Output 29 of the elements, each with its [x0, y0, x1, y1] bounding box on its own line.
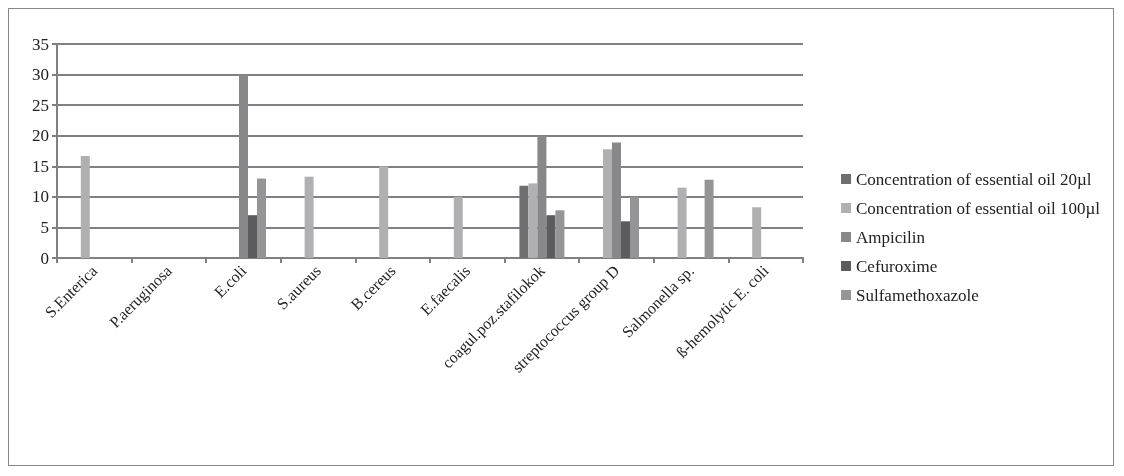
legend-label: Ampicilin — [856, 227, 926, 247]
bar — [80, 155, 90, 258]
bar — [453, 196, 463, 258]
bar — [248, 215, 257, 258]
bar — [603, 149, 612, 258]
bar — [704, 179, 714, 258]
y-tick-label: 10 — [32, 187, 49, 207]
bar — [519, 185, 529, 258]
y-tick-label: 20 — [32, 126, 49, 146]
bar — [528, 183, 538, 258]
bar — [630, 196, 639, 258]
bar — [379, 166, 389, 258]
legend-label: Cefuroxime — [856, 256, 938, 276]
bar — [555, 210, 565, 258]
bar — [546, 215, 556, 258]
legend-label: Concentration of essential oil 20µl — [856, 169, 1092, 189]
y-tick-label: 25 — [32, 95, 49, 115]
y-tick-label: 5 — [40, 217, 49, 237]
y-tick-label: 15 — [32, 156, 49, 176]
legend-label: Concentration of essential oil 100µl — [856, 198, 1101, 218]
y-tick-label: 35 — [32, 34, 49, 54]
bar — [304, 176, 314, 258]
bar — [621, 221, 630, 258]
y-tick-label: 0 — [40, 248, 49, 268]
legend-label: Sulfamethoxazole — [856, 285, 979, 305]
bar — [677, 187, 687, 258]
y-tick-label: 30 — [32, 65, 49, 85]
bar — [257, 178, 266, 258]
bar — [752, 207, 762, 258]
